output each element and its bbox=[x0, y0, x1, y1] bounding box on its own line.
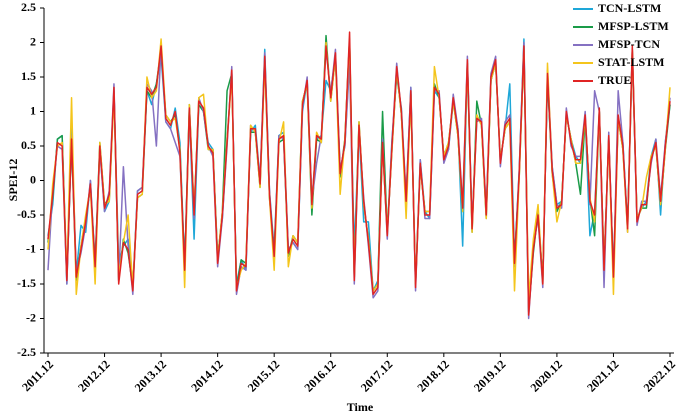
legend-label: STAT-LSTM bbox=[598, 55, 664, 69]
y-tick-label: 0.5 bbox=[21, 138, 36, 152]
y-tick-label: 2.5 bbox=[21, 0, 36, 14]
x-tick-label: 2016.12 bbox=[301, 357, 338, 394]
y-tick-label: -2 bbox=[26, 310, 36, 324]
x-tick-label: 2020.12 bbox=[527, 357, 564, 394]
y-tick-label: -0.5 bbox=[17, 207, 36, 221]
series-line bbox=[47, 41, 671, 320]
legend-label: MFSP-TCN bbox=[598, 37, 660, 51]
y-tick-label: -1 bbox=[26, 241, 36, 255]
y-axis-title: SPEI-12 bbox=[6, 159, 20, 202]
x-tick-label: 2017.12 bbox=[358, 357, 395, 394]
y-tick-label: 1.5 bbox=[21, 69, 36, 83]
x-tick-label: 2015.12 bbox=[245, 357, 282, 394]
series-line bbox=[47, 34, 671, 313]
legend-label: MFSP-LSTM bbox=[598, 19, 669, 33]
x-axis-title: Time bbox=[347, 400, 374, 414]
x-tick-label: 2014.12 bbox=[188, 357, 225, 394]
y-tick-label: -2.5 bbox=[17, 345, 36, 359]
y-tick-label: 0 bbox=[30, 172, 36, 186]
x-tick-label: 2012.12 bbox=[75, 357, 112, 394]
legend-label: TCN-LSTM bbox=[598, 1, 661, 15]
x-tick-label: 2013.12 bbox=[132, 357, 169, 394]
legend-label: TRUE bbox=[598, 73, 631, 87]
y-tick-label: 1 bbox=[30, 103, 36, 117]
x-tick-label: 2021.12 bbox=[584, 357, 621, 394]
x-tick-label: 2018.12 bbox=[414, 357, 451, 394]
series-line bbox=[47, 31, 671, 316]
x-tick-label: 2019.12 bbox=[471, 357, 508, 394]
y-tick-label: 2 bbox=[30, 34, 36, 48]
x-tick-label: 2022.12 bbox=[641, 357, 678, 394]
y-tick-label: -1.5 bbox=[17, 276, 36, 290]
x-tick-label: 2011.12 bbox=[19, 357, 56, 394]
